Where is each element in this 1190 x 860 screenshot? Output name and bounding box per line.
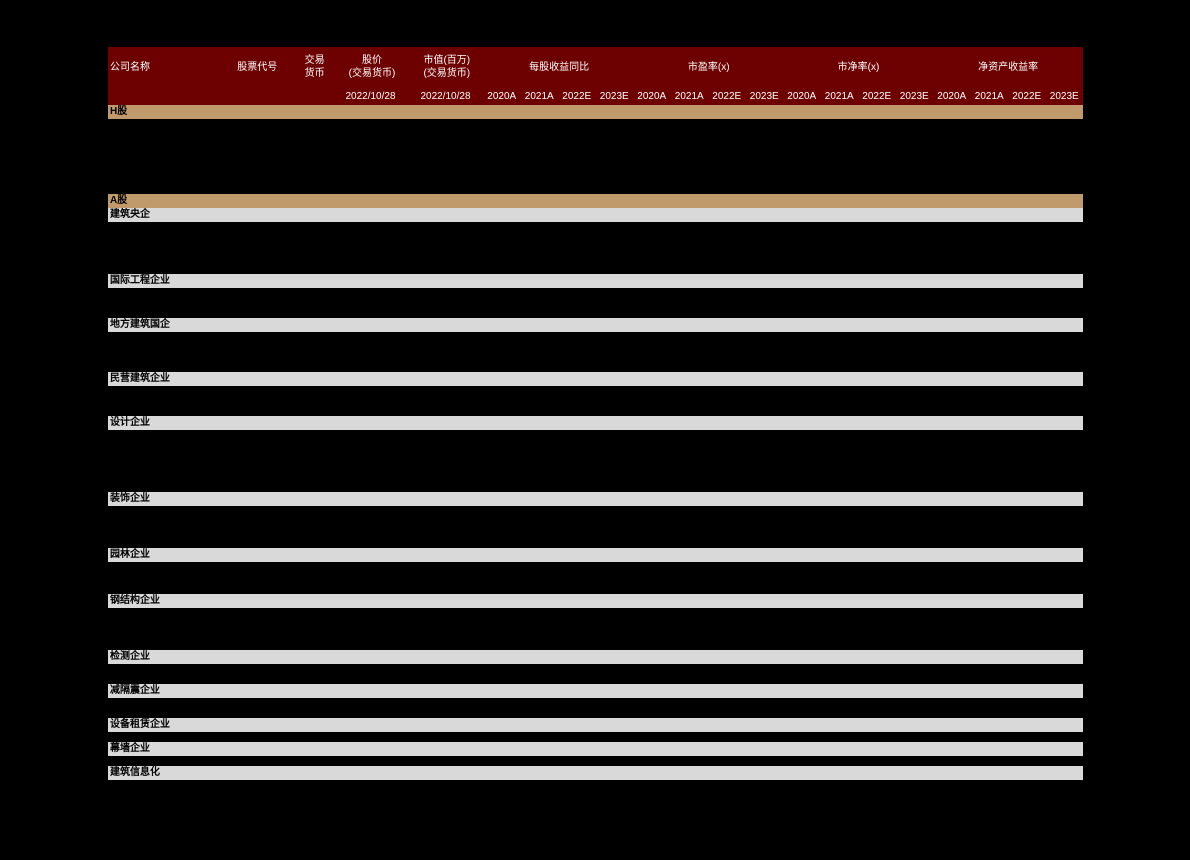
col-mktcap: 市值(百万) (交易货币)	[409, 54, 484, 80]
section-header: 园林企业	[108, 548, 1083, 562]
section-spacer	[108, 506, 1083, 548]
section-header: 装饰企业	[108, 492, 1083, 506]
col-year: 2020A	[633, 90, 671, 103]
col-year: 2023E	[746, 90, 784, 103]
table-header: 公司名称 股票代号 交易 货币 股价 (交易货币) 市值(百万) (交易货币) …	[108, 47, 1083, 105]
col-year: 2021A	[521, 90, 559, 103]
section-header: 设计企业	[108, 416, 1083, 430]
section-header: 减隔震企业	[108, 684, 1083, 698]
section-header: 检测企业	[108, 650, 1083, 664]
col-pb: 市净率(x)	[784, 61, 934, 74]
section-header: 建筑信息化	[108, 766, 1083, 780]
section-spacer	[108, 664, 1083, 684]
section-header: 幕墙企业	[108, 742, 1083, 756]
col-date-price: 2022/10/28	[333, 90, 408, 103]
section-spacer	[108, 732, 1083, 742]
col-year: 2021A	[971, 90, 1009, 103]
col-year: 2020A	[483, 90, 521, 103]
col-ticker: 股票代号	[220, 61, 295, 74]
section-header: 设备租赁企业	[108, 718, 1083, 732]
section-header: 地方建筑国企	[108, 318, 1083, 332]
header-row-2: 2022/10/28 2022/10/28 2020A2021A2022E202…	[108, 87, 1083, 105]
header-row-1: 公司名称 股票代号 交易 货币 股价 (交易货币) 市值(百万) (交易货币) …	[108, 47, 1083, 87]
section-spacer	[108, 430, 1083, 492]
section-header: H股	[108, 105, 1083, 119]
section-header: 钢结构企业	[108, 594, 1083, 608]
section-spacer	[108, 288, 1083, 318]
col-year: 2022E	[558, 90, 596, 103]
section-spacer	[108, 562, 1083, 594]
sections-container: H股 A股建筑央企国际工程企业地方建筑国企民营建筑企业设计企业装饰企业园林企业钢结…	[108, 105, 1083, 860]
col-year: 2020A	[783, 90, 821, 103]
col-year: 2020A	[933, 90, 971, 103]
col-year: 2022E	[708, 90, 746, 103]
col-pe: 市盈率(x)	[634, 61, 784, 74]
section-header: 国际工程企业	[108, 274, 1083, 288]
col-year: 2023E	[596, 90, 634, 103]
col-year: 2021A	[671, 90, 709, 103]
section-header: 建筑央企	[108, 208, 1083, 222]
section-spacer	[108, 608, 1083, 650]
section-spacer	[108, 222, 1083, 274]
col-price: 股价 (交易货币)	[335, 54, 410, 80]
table-container: 公司名称 股票代号 交易 货币 股价 (交易货币) 市值(百万) (交易货币) …	[108, 0, 1083, 860]
col-company-name: 公司名称	[108, 61, 220, 74]
section-spacer	[108, 756, 1083, 766]
section-header: 民营建筑企业	[108, 372, 1083, 386]
year-columns: 2020A2021A2022E2023E2020A2021A2022E2023E…	[483, 90, 1083, 103]
col-date-mktcap: 2022/10/28	[408, 90, 483, 103]
section-spacer	[108, 332, 1083, 372]
col-roe: 净资产收益率	[933, 61, 1083, 74]
col-year: 2022E	[858, 90, 896, 103]
col-year: 2023E	[1046, 90, 1084, 103]
col-currency: 交易 货币	[295, 54, 335, 80]
section-spacer	[108, 698, 1083, 718]
section-spacer	[108, 386, 1083, 416]
col-year: 2023E	[896, 90, 934, 103]
section-spacer	[108, 119, 1083, 194]
col-year: 2021A	[821, 90, 859, 103]
section-header: A股	[108, 194, 1083, 208]
section-spacer	[108, 780, 1083, 860]
col-eps-growth: 每股收益同比	[484, 61, 634, 74]
col-year: 2022E	[1008, 90, 1046, 103]
